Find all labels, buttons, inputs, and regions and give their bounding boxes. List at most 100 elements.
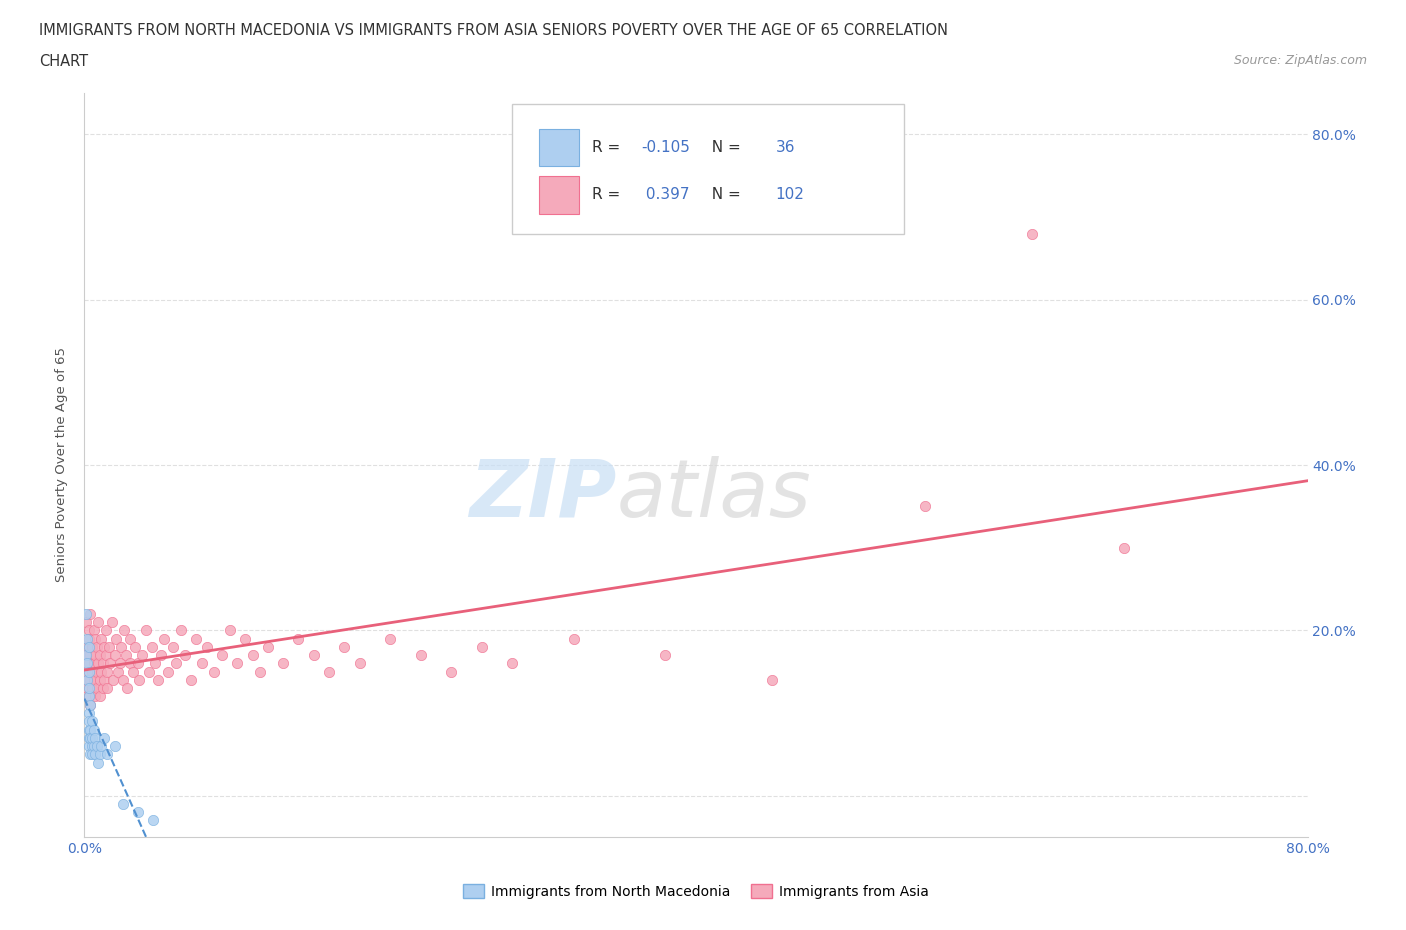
FancyBboxPatch shape	[513, 104, 904, 234]
Point	[135, 623, 157, 638]
Point	[105, 631, 128, 646]
Point	[77, 706, 100, 721]
Point	[80, 714, 103, 729]
Text: N =: N =	[702, 140, 745, 154]
Point	[242, 647, 264, 662]
Point	[76, 664, 98, 679]
Point	[75, 647, 97, 662]
Point	[77, 722, 100, 737]
Text: R =: R =	[592, 188, 626, 203]
Point	[271, 656, 294, 671]
Point	[76, 672, 98, 687]
Point	[127, 804, 149, 819]
Point	[80, 664, 103, 679]
Point	[87, 755, 110, 770]
Point	[84, 689, 107, 704]
Point	[1021, 226, 1043, 241]
Point	[79, 698, 101, 712]
Point	[170, 623, 193, 638]
Point	[80, 747, 103, 762]
Legend: Immigrants from North Macedonia, Immigrants from Asia: Immigrants from North Macedonia, Immigra…	[457, 879, 935, 905]
Point	[89, 647, 111, 662]
Point	[108, 656, 131, 671]
Point	[249, 664, 271, 679]
Point	[84, 631, 107, 646]
Point	[79, 698, 101, 712]
Point	[84, 730, 107, 745]
Point	[142, 813, 165, 828]
Point	[120, 631, 142, 646]
Point	[127, 656, 149, 671]
Point	[104, 738, 127, 753]
Point	[131, 647, 153, 662]
Point	[120, 656, 142, 671]
Point	[94, 647, 117, 662]
Point	[218, 623, 240, 638]
Point	[87, 615, 110, 630]
Point	[226, 656, 249, 671]
Point	[77, 623, 100, 638]
Point	[180, 672, 202, 687]
Point	[90, 631, 112, 646]
Text: 0.397: 0.397	[641, 188, 689, 203]
Point	[211, 647, 233, 662]
Point	[101, 615, 124, 630]
Point	[90, 664, 112, 679]
Point	[195, 640, 218, 655]
Point	[165, 656, 187, 671]
Point	[124, 640, 146, 655]
Point	[111, 796, 134, 811]
Point	[77, 640, 100, 655]
Point	[128, 672, 150, 687]
Point	[761, 672, 783, 687]
Point	[149, 647, 172, 662]
Point	[86, 640, 108, 655]
Point	[380, 631, 402, 646]
Point	[103, 672, 125, 687]
Text: N =: N =	[702, 188, 745, 203]
Point	[94, 623, 117, 638]
Point	[79, 647, 101, 662]
Point	[114, 647, 136, 662]
Point	[77, 664, 100, 679]
Point	[257, 640, 280, 655]
Point	[349, 656, 371, 671]
Point	[115, 681, 138, 696]
Point	[104, 647, 127, 662]
Point	[91, 656, 114, 671]
Point	[83, 656, 105, 671]
Point	[89, 672, 111, 687]
Point	[79, 747, 101, 762]
Text: R =: R =	[592, 140, 626, 154]
Point	[87, 656, 110, 671]
Point	[141, 640, 163, 655]
Point	[318, 664, 340, 679]
Point	[86, 681, 108, 696]
Point	[502, 656, 524, 671]
Point	[75, 672, 97, 687]
Point	[75, 606, 97, 621]
Point	[98, 656, 121, 671]
Point	[86, 664, 108, 679]
Point	[77, 681, 100, 696]
Point	[184, 631, 207, 646]
Point	[80, 730, 103, 745]
Point	[84, 747, 107, 762]
Point	[83, 738, 105, 753]
Point	[79, 672, 101, 687]
Point	[86, 738, 108, 753]
Point	[93, 640, 115, 655]
Point	[79, 606, 101, 621]
Point	[107, 664, 129, 679]
Point	[90, 738, 112, 753]
Text: IMMIGRANTS FROM NORTH MACEDONIA VS IMMIGRANTS FROM ASIA SENIORS POVERTY OVER THE: IMMIGRANTS FROM NORTH MACEDONIA VS IMMIG…	[39, 23, 949, 38]
Point	[157, 664, 180, 679]
Point	[654, 647, 676, 662]
Text: -0.105: -0.105	[641, 140, 690, 154]
Point	[96, 681, 118, 696]
Point	[440, 664, 463, 679]
Bar	[540, 177, 578, 214]
Point	[202, 664, 225, 679]
Point	[77, 631, 100, 646]
Point	[146, 672, 169, 687]
